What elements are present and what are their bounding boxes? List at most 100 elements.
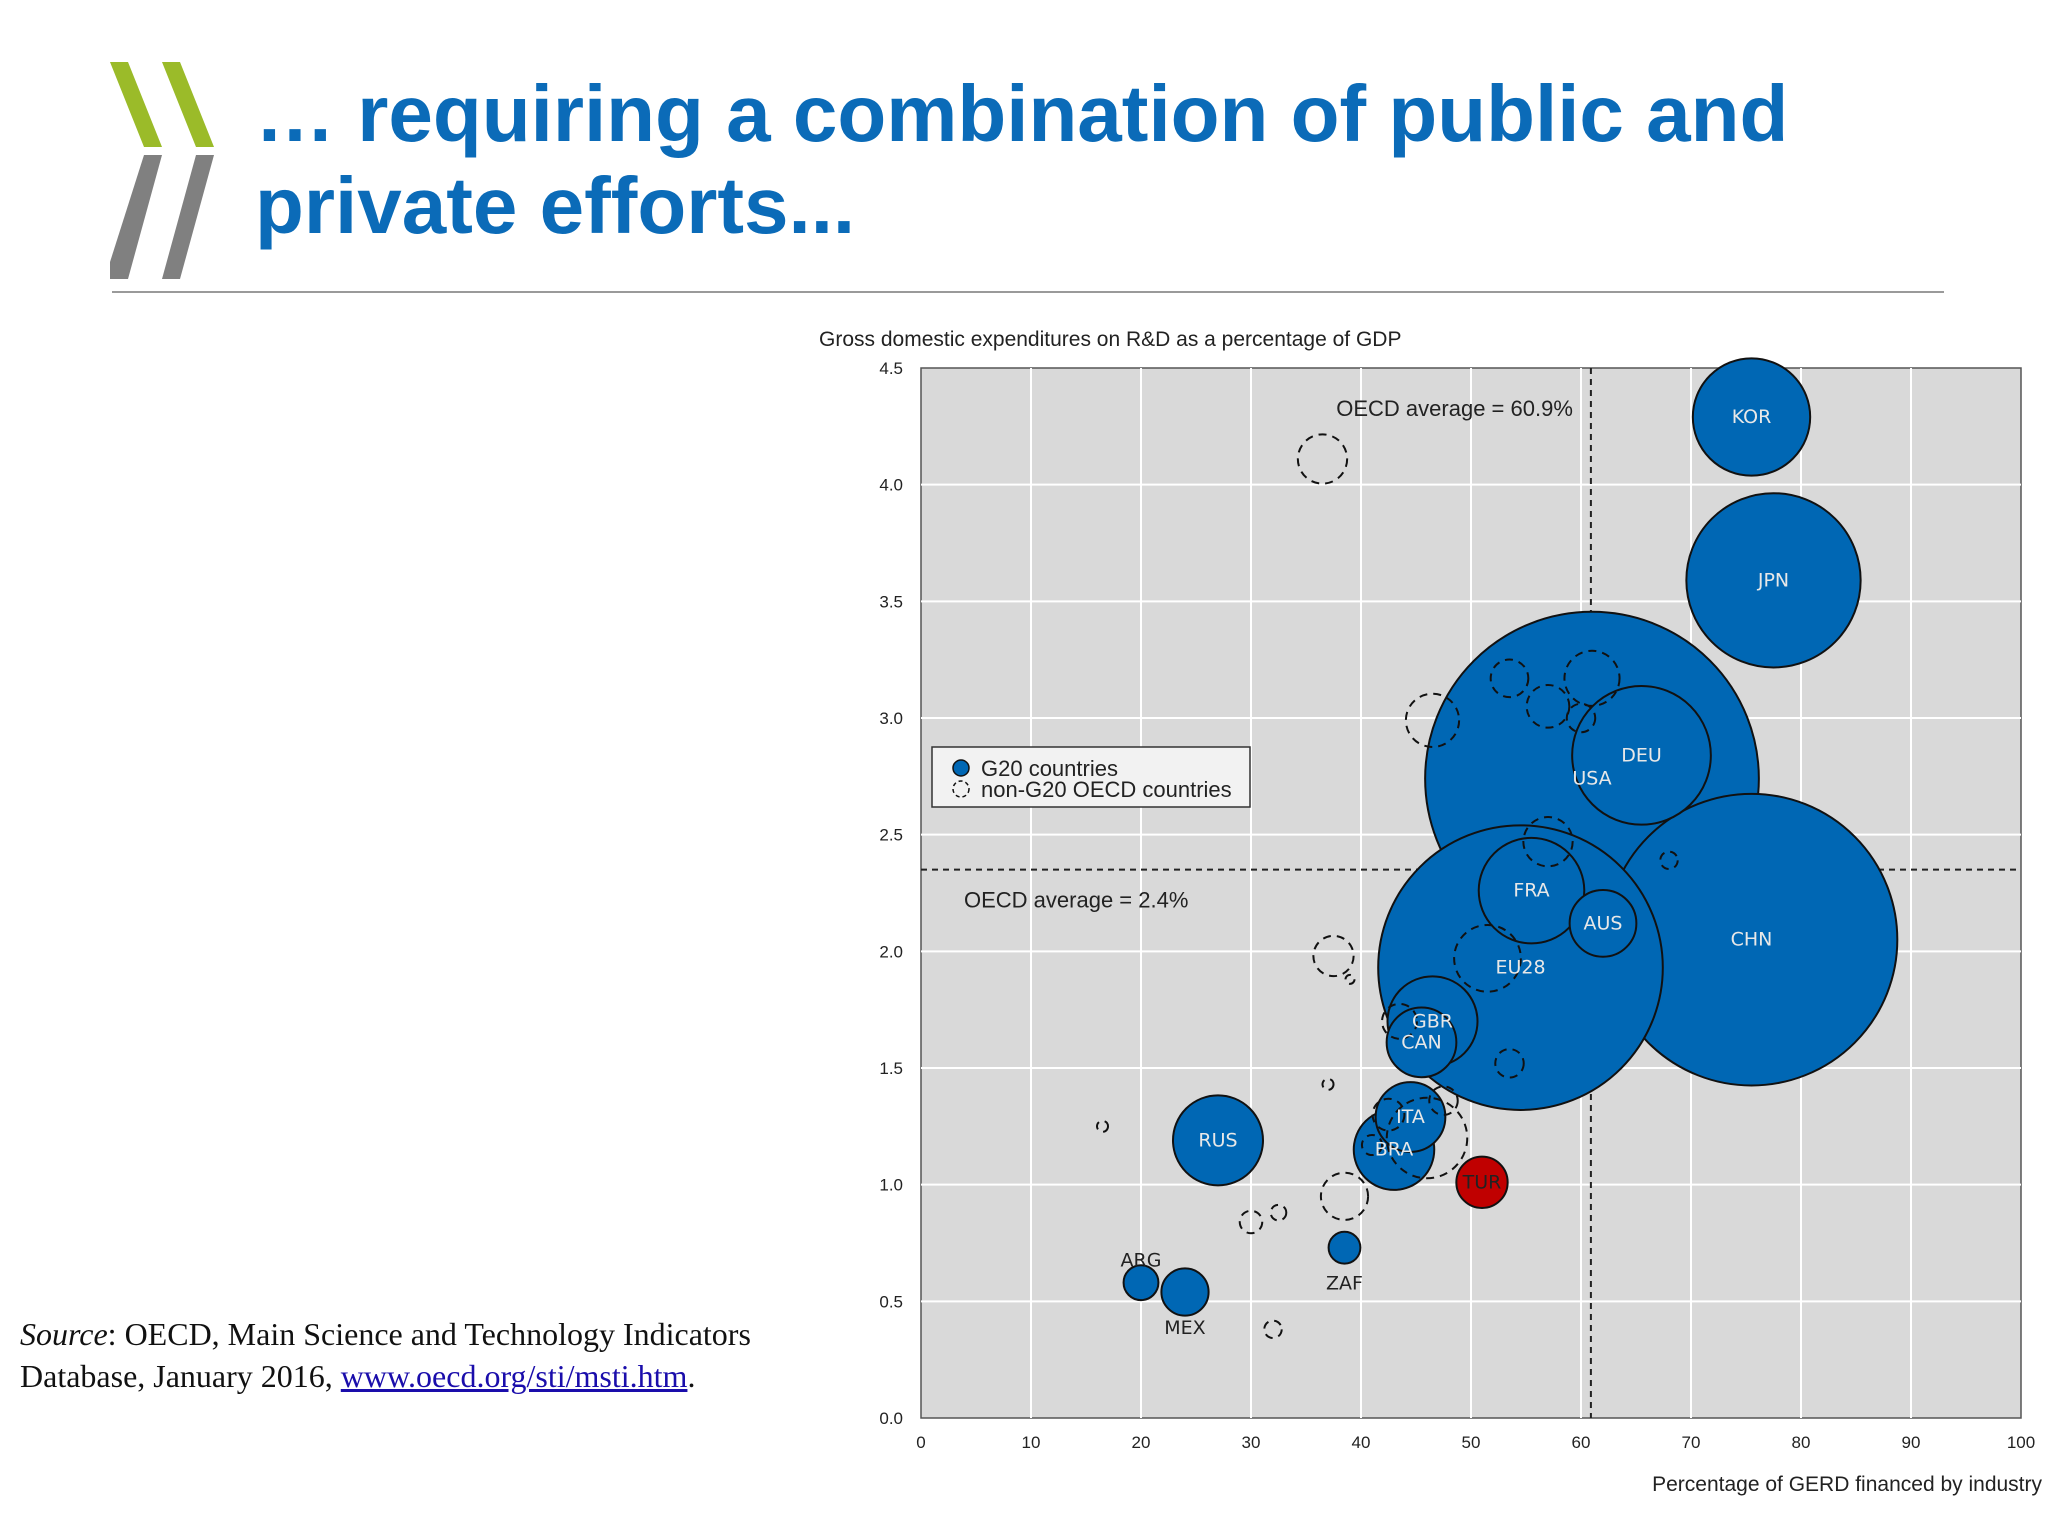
y-tick-label: 4.5 [879,359,903,378]
bubble-jpn [1685,492,1862,669]
bubble-non-g20-4 [1525,683,1571,729]
x-tick-label: 80 [1792,1433,1811,1452]
x-tick-label: 60 [1572,1433,1591,1452]
bubble-kor [1691,357,1812,477]
bubble-tur [1455,1155,1509,1209]
y-tick-label: 3.0 [879,709,903,728]
bubble-non-g20-10 [1312,934,1355,978]
logo-chevron-green-right [162,62,214,147]
legend-non-g20-marker [952,780,970,798]
bubble-non-g20-12 [1381,1002,1418,1040]
title-line-2: private efforts... [255,161,856,250]
bubble-non-g20-15 [1428,1085,1459,1116]
slide-title: … requiring a combination of public and … [255,68,1955,252]
bubble-non-g20-7 [1522,816,1574,868]
g20-bubbles [1122,357,1899,1317]
source-link[interactable]: www.oecd.org/sti/msti.htm [340,1358,688,1394]
x-tick-label: 30 [1242,1433,1261,1452]
source-text: : OECD, Main Science and Technology Indi… [20,1316,751,1394]
logo-chevron-gray-left [110,155,162,279]
y-tick-label: 3.5 [879,592,903,611]
country-label-fra: FRA [1513,880,1549,902]
bubble-non-g20-1 [1296,433,1349,485]
bubble-non-g20-3 [1489,658,1530,699]
country-label-eu28: EU28 [1495,957,1545,979]
bubble-ita [1374,1081,1447,1153]
bubble-non-g20-22 [1238,1209,1264,1235]
country-labels: USA EU28 CHN JPN KOR DEU FRA GBR RUS BRA ITA CAN AUS… [1121,406,1790,1339]
bubble-non-g20-23 [1263,1319,1283,1340]
country-label-rus: RUS [1198,1129,1237,1151]
y-tick-label: 0.0 [879,1409,903,1428]
bubble-can [1385,1006,1458,1079]
country-label-arg: ARG [1121,1250,1162,1272]
bubble-non-g20-13 [1494,1048,1525,1079]
country-label-usa: USA [1572,768,1611,790]
bubble-non-g20-18 [1360,1133,1384,1157]
oecd-logo [110,62,214,279]
x-tick-label: 40 [1352,1433,1371,1452]
bubble-non-g20-16 [1371,1097,1406,1132]
x-tick-label: 50 [1462,1433,1481,1452]
title-line-1: … requiring a combination of public and [255,69,1789,158]
bubble-arg [1122,1264,1160,1302]
x-tick-label: 10 [1022,1433,1041,1452]
country-label-can: CAN [1401,1031,1441,1053]
source-end: . [687,1358,696,1394]
bubble-deu [1571,684,1712,826]
bubble-aus [1568,888,1638,958]
logo-chevron-gray-right [162,155,214,279]
y-tick-label: 2.5 [879,826,903,845]
country-label-aus: AUS [1584,912,1623,934]
x-tick-labels: 0 10 20 30 40 50 60 70 80 90 100 [916,1433,2035,1452]
country-label-gbr: GBR [1412,1010,1453,1032]
y-tick-label: 1.5 [879,1059,903,1078]
non-g20-bubbles [1095,433,1679,1340]
source-note: Source: OECD, Main Science and Technolog… [20,1313,780,1397]
country-label-tur: TUR [1462,1171,1502,1193]
oecd-average-gerd-label: OECD average = 2.4% [964,888,1188,913]
legend: G20 countries non-G20 OECD countries [931,746,1251,808]
y-tick-label: 0.5 [879,1292,903,1311]
bubble-non-g20-21 [1269,1203,1288,1222]
country-label-bra: BRA [1375,1139,1413,1161]
country-label-zaf: ZAF [1326,1273,1363,1295]
logo-chevron-green-left [110,62,162,147]
bubble-rus [1172,1094,1264,1187]
legend-g20-label: G20 countries [981,756,1118,781]
x-tick-label: 20 [1132,1433,1151,1452]
title-divider [112,291,1944,293]
x-tick-label: 90 [1902,1433,1921,1452]
legend-non-g20-label: non-G20 OECD countries [981,777,1232,802]
y-tick-labels: 0.0 0.5 1.0 1.5 2.0 2.5 3.0 3.5 4.0 4.5 [879,359,903,1428]
y-tick-label: 4.0 [879,476,903,495]
y-tick-label: 2.0 [879,942,903,961]
x-tick-label: 70 [1682,1433,1701,1452]
oecd-average-industry-label: OECD average = 60.9% [1336,396,1573,421]
legend-box [931,746,1251,808]
x-tick-label: 0 [916,1433,925,1452]
country-label-chn: CHN [1731,929,1773,951]
x-axis-title: Percentage of GERD financed by industry [1652,1473,2042,1496]
y-axis-title: Gross domestic expenditures on R&D as a … [819,328,1401,351]
country-label-ita: ITA [1396,1106,1425,1128]
bubble-mex [1160,1267,1210,1317]
legend-g20-marker [952,759,970,777]
country-label-jpn: JPN [1757,569,1789,591]
bubble-non-g20-20 [1319,1171,1370,1221]
bubble-non-g20-11 [1344,973,1356,985]
bubble-non-g20-2 [1404,692,1461,748]
x-tick-label: 100 [2007,1433,2035,1452]
bubble-non-g20-6 [1565,702,1597,734]
bubble-zaf [1327,1230,1362,1265]
bubble-non-g20-5 [1563,649,1621,707]
source-label: Source [20,1316,108,1352]
country-label-mex: MEX [1164,1317,1205,1339]
y-tick-label: 1.0 [879,1176,903,1195]
country-label-kor: KOR [1732,406,1772,428]
bubble-non-g20-8 [1659,850,1679,871]
country-label-deu: DEU [1621,744,1662,766]
bubble-non-g20-17 [1385,1096,1469,1180]
bubble-non-g20-19 [1095,1119,1110,1133]
